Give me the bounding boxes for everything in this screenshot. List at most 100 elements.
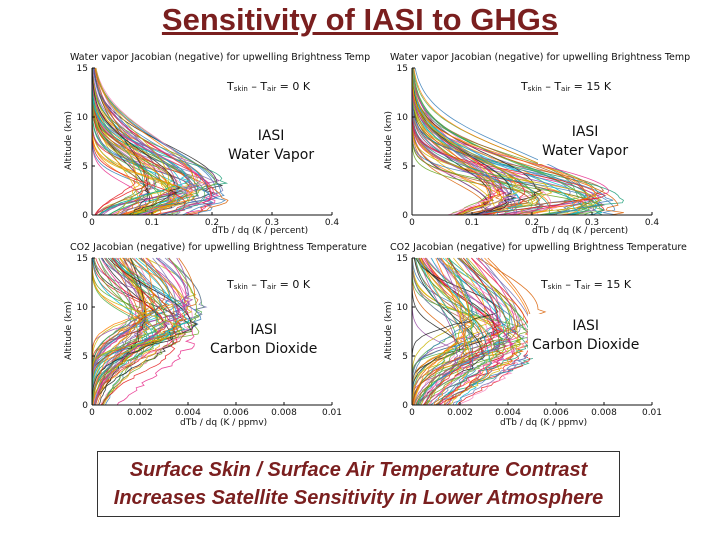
jacobian-series	[439, 257, 521, 406]
jacobian-series	[116, 257, 195, 406]
jacobian-series	[92, 257, 167, 406]
jacobian-panel-co2-0k: 0 5 10 15 0 0.002 0.004 0.006 0.008 0.01 CO2 Jaco…	[62, 242, 367, 432]
y-tick-label: 5	[82, 162, 88, 172]
x-tick-label: 0	[89, 218, 95, 228]
jacobian-series	[91, 67, 218, 216]
x-tick-label: 0	[89, 408, 95, 418]
t-symbol: T	[521, 80, 528, 93]
caption-line-1: Surface Skin / Surface Air Temperature C…	[129, 459, 588, 481]
jacobian-series	[98, 257, 146, 406]
caption-box: Surface Skin / Surface Air Temperature C…	[97, 451, 620, 517]
jacobian-series	[420, 257, 463, 406]
instrument-name: IASI	[257, 128, 285, 144]
jacobian-series	[425, 257, 468, 406]
minus-t: – T	[561, 278, 582, 291]
x-tick-label: 0.3	[265, 218, 279, 228]
y-tick-label: 5	[402, 162, 408, 172]
x-tick-label: 0.1	[465, 218, 479, 228]
x-tick-label: 0.4	[645, 218, 660, 228]
jacobian-series	[413, 67, 589, 216]
air-subscript: air	[561, 85, 571, 93]
jacobian-series	[412, 67, 508, 216]
x-tick-label: 0.006	[543, 408, 569, 418]
jacobian-series	[92, 257, 156, 406]
y-axis-label: Altitude (km)	[64, 110, 74, 170]
gas-name: Water Vapor	[542, 143, 629, 159]
jacobian-series	[418, 257, 534, 406]
x-tick-label: 0.004	[495, 408, 521, 418]
y-tick-label: 5	[402, 352, 408, 362]
temperature-contrast-label: Tskin – Tair = 0 K	[222, 78, 316, 98]
air-subscript: air	[267, 283, 277, 291]
x-axis-label: dTb / dq (K / percent)	[212, 226, 309, 236]
gas-label: IASI Carbon Dioxide	[528, 314, 644, 358]
x-axis-label: dTb / dq (K / ppmv)	[500, 418, 588, 428]
jacobian-series	[95, 67, 203, 216]
temperature-contrast-label: Tskin – Tair = 15 K	[516, 78, 617, 98]
x-tick-label: 0.008	[271, 408, 297, 418]
x-tick-label: 0.3	[585, 218, 599, 228]
slide-title: Sensitivity of IASI to GHGs	[161, 2, 559, 37]
x-tick-label: 0.01	[642, 408, 662, 418]
jacobian-series	[91, 257, 161, 406]
air-subscript: air	[267, 85, 277, 93]
jacobian-series	[411, 257, 467, 406]
instrument-name: IASI	[572, 318, 600, 334]
chart-svg: 0 5 10 15 0 0.002 0.004 0.006 0.008 0.01	[77, 254, 342, 418]
gas-name: Carbon Dioxide	[210, 341, 318, 357]
minus-t: – T	[247, 80, 268, 93]
y-tick-label: 0	[402, 401, 408, 411]
jacobian-series	[94, 67, 140, 216]
jacobian-series	[93, 67, 210, 216]
jacobian-series	[93, 67, 201, 216]
jacobian-series	[95, 257, 199, 406]
skin-subscript: skin	[547, 283, 562, 291]
gas-label: IASI Water Vapor	[538, 120, 633, 164]
jacobian-series	[95, 257, 132, 406]
jacobian-series	[422, 257, 502, 406]
panel-title: Water vapor Jacobian (negative) for upwe…	[70, 52, 370, 63]
jacobian-series	[101, 257, 200, 406]
x-tick-label: 0	[409, 218, 415, 228]
y-tick-label: 10	[397, 113, 409, 123]
jacobian-series	[412, 257, 547, 406]
caption-line-2: Increases Satellite Sensitivity in Lower…	[113, 487, 604, 509]
y-tick-label: 10	[77, 303, 89, 313]
skin-subscript: skin	[233, 85, 248, 93]
jacobian-series	[415, 257, 519, 406]
y-tick-label: 15	[397, 254, 408, 264]
jacobian-series	[411, 68, 509, 216]
x-tick-label: 0.4	[325, 218, 340, 228]
y-tick-label: 15	[397, 64, 408, 74]
jacobian-series	[425, 257, 475, 406]
jacobian-series	[419, 257, 476, 406]
chart-svg: 0 5 10 15 0 0.1 0.2 0.3 0.4	[77, 64, 340, 228]
jacobian-series	[417, 257, 501, 406]
contrast-value: = 0 K	[276, 80, 311, 93]
y-tick-label: 10	[397, 303, 409, 313]
jacobian-series	[448, 257, 522, 406]
y-tick-label: 0	[82, 211, 88, 221]
y-axis-label: Altitude (km)	[64, 300, 74, 360]
jacobian-series	[102, 257, 180, 406]
jacobian-series	[412, 67, 499, 216]
jacobian-series	[446, 257, 504, 406]
y-tick-label: 0	[82, 401, 88, 411]
x-axis-label: dTb / dq (K / percent)	[532, 226, 629, 236]
jacobian-series	[413, 257, 472, 406]
jacobian-series	[91, 257, 167, 405]
jacobian-panel-h2o-0k: 0 5 10 15 0 0.1 0.2 0.3 0.4 Water vapor Jacobian…	[62, 52, 370, 242]
jacobian-panel-h2o-15k: 0 5 10 15 0 0.1 0.2 0.3 0.4 Water vapor Jacobian…	[382, 52, 690, 242]
jacobian-series	[412, 257, 484, 406]
jacobian-series	[94, 257, 190, 406]
jacobian-series	[93, 67, 178, 216]
jacobian-series	[95, 257, 194, 406]
minus-t: – T	[541, 80, 562, 93]
skin-subscript: skin	[233, 283, 248, 291]
x-tick-label: 0.1	[145, 218, 159, 228]
jacobian-series	[413, 257, 512, 406]
contrast-value: = 15 K	[570, 80, 612, 93]
gas-name: Water Vapor	[228, 147, 315, 163]
y-tick-label: 15	[77, 254, 88, 264]
x-tick-label: 0.002	[127, 408, 153, 418]
